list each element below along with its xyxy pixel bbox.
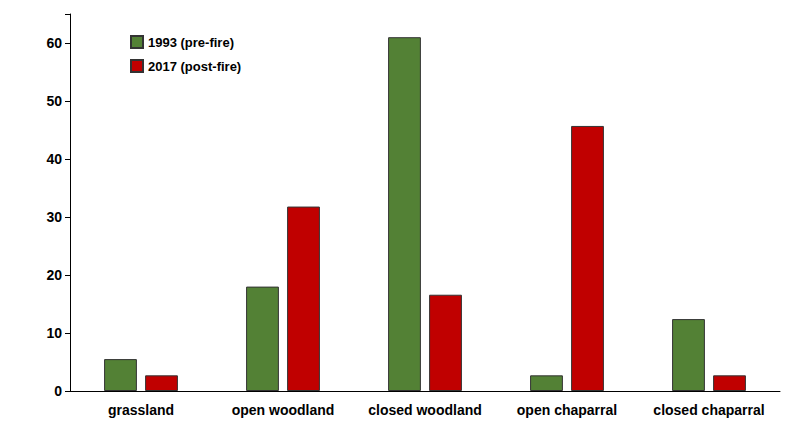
svg-text:60: 60 xyxy=(46,35,62,51)
svg-text:open woodland: open woodland xyxy=(232,402,335,418)
svg-text:10: 10 xyxy=(46,325,62,341)
svg-text:1993 (pre-fire): 1993 (pre-fire) xyxy=(148,35,234,50)
svg-text:50: 50 xyxy=(46,93,62,109)
svg-text:grassland: grassland xyxy=(108,402,174,418)
svg-text:closed chaparral: closed chaparral xyxy=(653,402,764,418)
svg-text:closed woodland: closed woodland xyxy=(368,402,482,418)
svg-text:2017 (post-fire): 2017 (post-fire) xyxy=(148,59,241,74)
svg-text:0: 0 xyxy=(54,383,62,399)
svg-text:30: 30 xyxy=(46,209,62,225)
svg-text:open chaparral: open chaparral xyxy=(517,402,617,418)
svg-text:40: 40 xyxy=(46,151,62,167)
svg-text:20: 20 xyxy=(46,267,62,283)
